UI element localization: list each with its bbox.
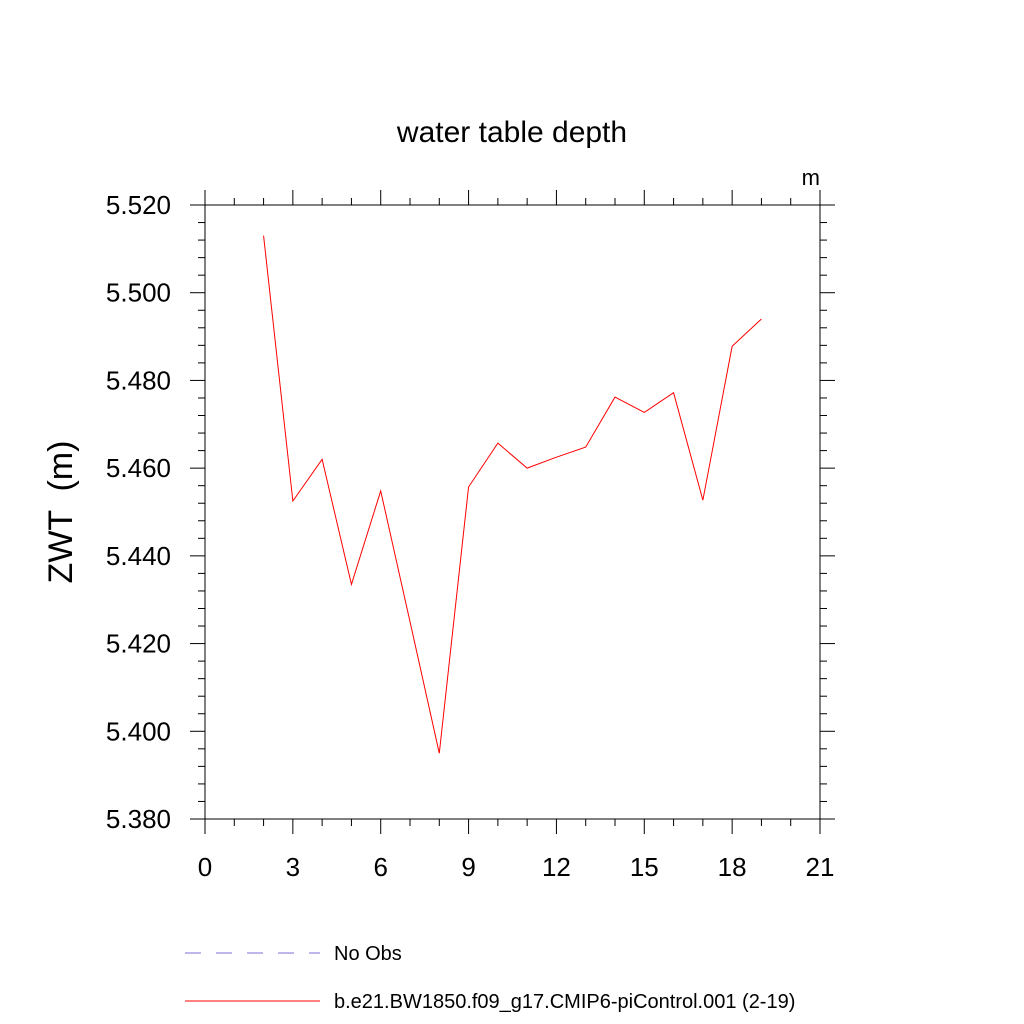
y-tick-label: 5.400 <box>106 716 171 746</box>
y-tick-label: 5.420 <box>106 629 171 659</box>
y-tick-label: 5.500 <box>106 278 171 308</box>
y-tick-label: 5.460 <box>106 453 171 483</box>
plot-frame <box>204 204 821 820</box>
y-tick-label: 5.380 <box>106 804 171 834</box>
legend: No Obs b.e21.BW1850.f09_g17.CMIP6-piCont… <box>185 943 795 1013</box>
series-group <box>263 235 762 754</box>
axis-tick-labels: 0 3 6 9 12 15 18 21 5.380 5.400 5.420 5.440 5.460 5.4… <box>106 190 835 882</box>
x-tick-label: 15 <box>630 852 659 882</box>
axis-ticks <box>190 190 835 834</box>
x-tick-label: 6 <box>373 852 387 882</box>
x-tick-label: 0 <box>198 852 212 882</box>
x-tick-label: 12 <box>542 852 571 882</box>
y-tick-label: 5.480 <box>106 365 171 395</box>
y-axis-label: ZWT (m) <box>42 441 80 584</box>
y-tick-label: 5.520 <box>106 190 171 220</box>
x-tick-label: 18 <box>718 852 747 882</box>
chart-title: water table depth <box>396 116 627 149</box>
legend-label-no-obs: No Obs <box>334 943 402 965</box>
units-label: m <box>802 165 820 190</box>
x-tick-label: 3 <box>286 852 300 882</box>
x-tick-label: 9 <box>461 852 475 882</box>
x-tick-label: 21 <box>806 852 835 882</box>
legend-label-model: b.e21.BW1850.f09_g17.CMIP6-piControl.001… <box>334 991 795 1013</box>
series-line-0 <box>263 235 762 754</box>
y-tick-label: 5.440 <box>106 541 171 571</box>
